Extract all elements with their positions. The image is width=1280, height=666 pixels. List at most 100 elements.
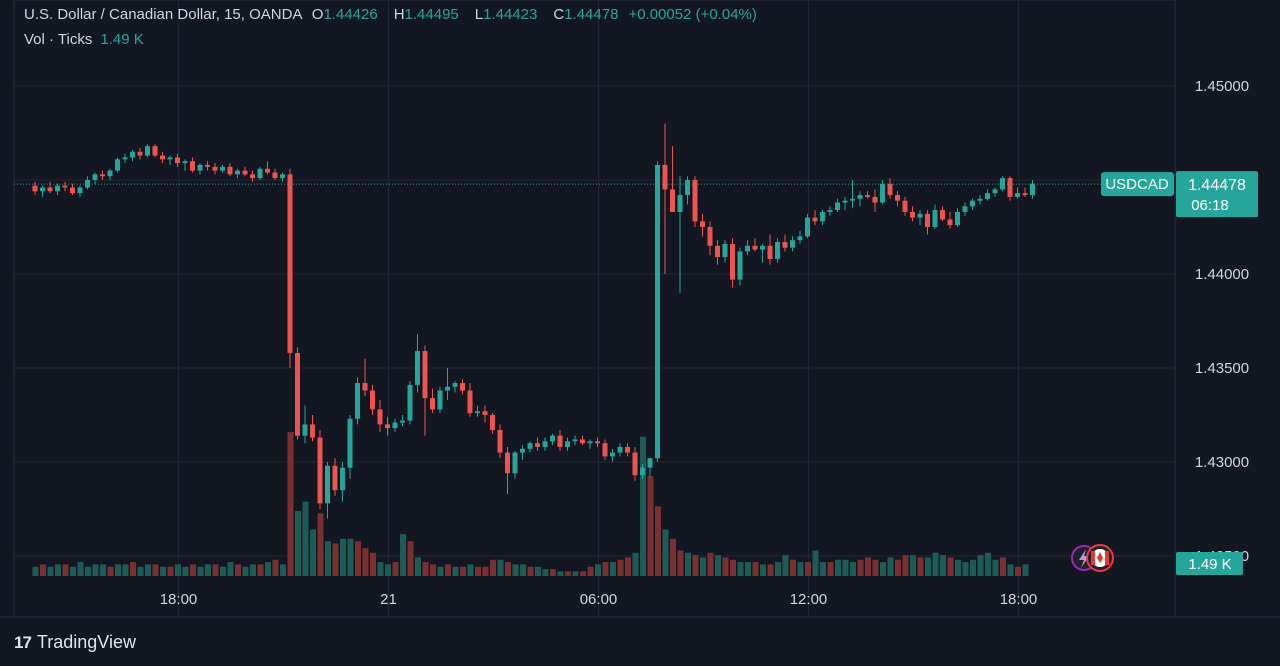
symbol-tag[interactable]: USDCAD — [1101, 172, 1174, 197]
last-price-tag: 1.44478 06:18 — [1176, 171, 1258, 218]
volume-bar — [617, 559, 624, 576]
candle — [512, 450, 518, 479]
volume-bar — [130, 562, 136, 576]
candle-body — [1030, 183, 1035, 196]
candle — [430, 388, 435, 414]
candle — [580, 435, 585, 446]
volume-bar — [947, 557, 954, 576]
candle — [235, 168, 240, 179]
tradingview-branding[interactable]: 17 TradingView — [14, 632, 136, 653]
candle — [280, 172, 285, 182]
candle-body — [662, 164, 668, 190]
volume-bar — [595, 564, 601, 576]
candle-body — [32, 185, 38, 192]
volume-bar — [227, 562, 234, 576]
candle-body — [632, 452, 638, 476]
candle — [520, 445, 525, 461]
candle-body — [482, 411, 488, 415]
volume-bar — [782, 555, 789, 576]
volume-bar — [190, 564, 196, 576]
volume-bar — [340, 538, 346, 576]
candle-body — [47, 187, 53, 192]
price-tag-countdown: 06:18 — [1191, 197, 1229, 214]
volume-bar — [212, 564, 219, 576]
volume-bar — [137, 566, 144, 576]
candle-body — [827, 210, 833, 212]
volume-bar — [100, 564, 106, 576]
y-tick-label: 1.45000 — [1195, 78, 1249, 95]
candle-body — [977, 198, 983, 201]
candle-body — [115, 159, 120, 171]
candle — [880, 180, 885, 205]
volume-bar — [835, 559, 841, 576]
canada-flag-icon[interactable] — [1086, 544, 1114, 572]
candle-body — [385, 424, 390, 429]
volume-bar — [827, 562, 834, 576]
candle-body — [1000, 178, 1005, 190]
candle-body — [370, 390, 375, 410]
candle-body — [640, 467, 645, 476]
volume-bar — [287, 432, 294, 576]
candle — [467, 383, 473, 417]
candle-body — [197, 164, 203, 171]
volume-bar — [752, 562, 759, 576]
candle — [715, 240, 720, 265]
flag-band-left — [1091, 551, 1095, 565]
candle-body — [692, 180, 698, 222]
volume-bar — [857, 559, 864, 576]
candle-body — [130, 151, 135, 158]
volume-label[interactable]: Vol · Ticks — [24, 31, 93, 48]
volume-bar — [685, 552, 691, 576]
candle-body — [302, 424, 308, 436]
candle — [437, 386, 443, 414]
candle-body — [565, 441, 570, 447]
candle — [400, 415, 405, 427]
candle — [1022, 187, 1028, 197]
volume-bar — [400, 534, 406, 576]
candle-body — [962, 206, 968, 212]
candle — [632, 446, 638, 481]
candle — [227, 163, 233, 177]
volume-bar — [760, 564, 766, 576]
volume-bar — [790, 559, 796, 576]
volume-bar — [565, 571, 571, 576]
symbol-title[interactable]: U.S. Dollar / Canadian Dollar, 15, OANDA — [24, 6, 302, 23]
volume-bar — [482, 566, 489, 576]
candle-body — [287, 174, 293, 353]
candle — [182, 159, 188, 171]
volume-bar — [925, 557, 931, 576]
candle — [475, 405, 480, 417]
candle — [145, 144, 150, 158]
candle — [1007, 176, 1013, 201]
candle — [370, 384, 375, 415]
candle — [77, 185, 83, 197]
volume-bar — [55, 564, 61, 576]
volume-bar — [722, 557, 729, 576]
candle-body — [400, 420, 405, 423]
volume-tag: 1.49 K — [1176, 552, 1243, 575]
volume-bar — [707, 552, 714, 576]
candle — [655, 161, 660, 462]
candle-body — [850, 198, 855, 201]
candle-body — [422, 351, 428, 399]
candle — [1000, 176, 1005, 192]
candle-body — [250, 174, 255, 179]
candle — [377, 399, 383, 432]
volume-bar — [92, 564, 99, 576]
candle — [490, 413, 495, 434]
volume-bar — [302, 501, 309, 576]
candle-body — [227, 166, 233, 175]
candle — [805, 213, 810, 239]
candle — [242, 166, 248, 177]
candle — [775, 238, 780, 263]
candle-body — [790, 240, 795, 248]
y-tick-label: 1.44000 — [1195, 266, 1249, 283]
candle — [310, 415, 315, 442]
volume-bar — [272, 559, 279, 576]
volume-bar — [32, 566, 39, 576]
candle-body — [715, 245, 720, 258]
candle — [347, 415, 353, 479]
candle — [220, 164, 225, 173]
candle-body — [160, 155, 165, 160]
